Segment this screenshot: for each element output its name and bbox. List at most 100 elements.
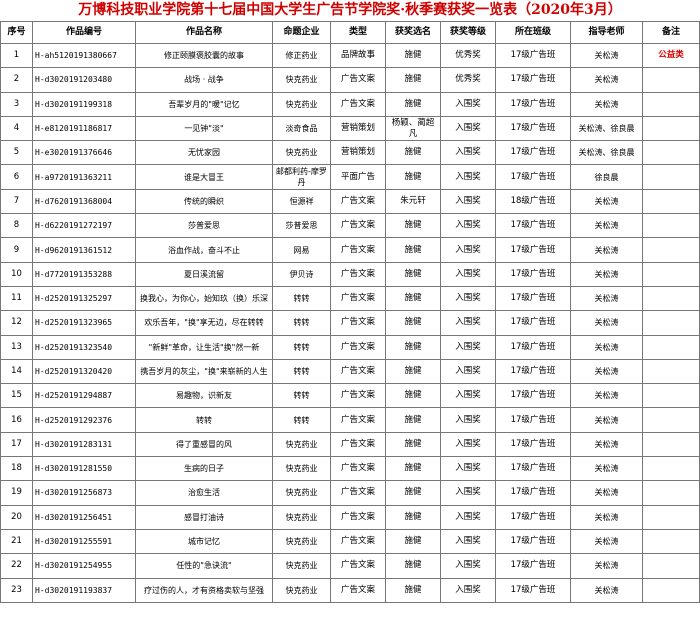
table-cell: 施健 [385,528,441,555]
table-cell: H-a9720191363211 [32,164,136,190]
table-cell: 入围奖 [440,188,496,215]
table-cell: 快克药业 [272,431,331,458]
table-cell: 18级广告班 [495,188,571,215]
table-cell: 施健 [385,140,441,166]
table-row: 22 H-d3020191254955 任性的"急诀流" 快克药业 广告文案 施健 入围奖 1… [0,553,700,579]
table-cell: 施健 [385,456,441,482]
table-cell: 关松涛 [570,334,643,360]
table-row: 8 H-d6220191272197 莎普爱思 莎普爱思 广告文案 施健 入围奖 17级广告班… [0,213,700,239]
table-cell: 关松涛 [570,261,643,287]
table-cell: 广告文案 [330,504,386,530]
table-cell: 伊贝诗 [272,261,331,287]
table-cell: 转转 [272,383,331,409]
table-cell: 22 [0,553,33,579]
table-cell: 关松涛 [570,504,643,530]
table-cell: 战场 · 战争 [135,67,273,93]
table-cell: 转转 [272,285,331,312]
table-cell: H-d2520191292376 [32,407,136,433]
table-cell: 广告文案 [330,213,386,239]
table-cell: 入围奖 [440,164,496,190]
table-row: 16 H-d2520191292376 转转 转转 广告文案 施健 入围奖 17级广告班 关松涛 [0,407,700,433]
table-cell: 施健 [385,42,441,69]
table-cell: 11 [0,285,33,312]
table-cell: 5 [0,140,33,166]
table-cell [642,334,700,360]
table-cell: 营销策划 [330,140,386,166]
table-cell: 17级广告班 [495,310,571,336]
table-cell: 入围奖 [440,261,496,287]
table-row: 5 H-e3020191376646 无忧家园 快克药业 营销策划 施健 入围奖 17级广告班… [0,140,700,166]
table-cell: 快克药业 [272,577,331,603]
table-cell: 18 [0,456,33,482]
table-cell: 入围奖 [440,504,496,530]
table-cell: 入围奖 [440,407,496,433]
table-cell: H-d7720191353288 [32,261,136,287]
table-row: 13 H-d2520191323540 "新鲜"革命，让生活"换"然一新 转转 广告文案… [0,334,700,360]
table-cell: 17级广告班 [495,407,571,433]
table-cell: 广告文案 [330,285,386,312]
table-cell: 广告文案 [330,407,386,433]
table-cell: 公益类 [642,42,700,69]
table-cell: 施健 [385,383,441,409]
table-cell: 6 [0,164,33,190]
table-cell: H-d3020191283131 [32,431,136,458]
table-cell: 广告文案 [330,456,386,482]
column-header: 作品编号 [32,21,136,44]
column-header: 获奖选名 [385,21,441,44]
table-cell: H-d2520191323965 [32,310,136,336]
table-cell: 广告文案 [330,480,386,506]
table-cell: 优秀奖 [440,42,496,69]
table-row: 20 H-d3020191256451 感冒打油诗 快克药业 广告文案 施健 入围奖 17级广… [0,504,700,530]
table-cell: 1 [0,42,33,69]
table-cell: 23 [0,577,33,603]
table-row: 18 H-d3020191281550 生病的日子 快克药业 广告文案 施健 入围奖 17级广… [0,456,700,482]
table-cell: 关松涛 [570,237,643,263]
table-cell: 转转 [272,407,331,433]
table-cell: 快克药业 [272,67,331,93]
table-cell: 入围奖 [440,334,496,360]
table-cell: 感冒打油诗 [135,504,273,530]
table-cell: H-d3020191281550 [32,456,136,482]
table-cell [642,310,700,336]
table-cell: 17级广告班 [495,140,571,166]
table-row: 21 H-d3020191255591 城市记忆 快克药业 广告文案 施健 入围奖 17级广告… [0,528,700,555]
table-cell: 生病的日子 [135,456,273,482]
table-cell: 携吾岁月的灰尘，"换"来崭新的人生 [135,358,273,385]
table-cell: 关松涛 [570,407,643,433]
table-cell: 施健 [385,334,441,360]
table-cell: 施健 [385,577,441,603]
table-cell: H-d2520191320420 [32,358,136,385]
table-cell: H-d3020191254955 [32,553,136,579]
table-cell: 转转 [272,310,331,336]
table-cell: 关松涛、徐良晨 [570,140,643,166]
table-cell: 莎普爱思 [135,213,273,239]
table-cell [642,480,700,506]
table-cell: 转转 [272,358,331,385]
table-cell: 广告文案 [330,528,386,555]
table-cell: 修正颐膜褒胶囊的故事 [135,42,273,69]
table-cell: 17级广告班 [495,42,571,69]
table-cell: 入围奖 [440,91,496,117]
table-cell [642,456,700,482]
table-cell: 入围奖 [440,285,496,312]
table-cell: 入围奖 [440,431,496,458]
table-cell: 17级广告班 [495,431,571,458]
table-cell: 施健 [385,358,441,385]
table-cell: H-ah5120191380667 [32,42,136,69]
table-cell: 入围奖 [440,383,496,409]
column-header: 作品名称 [135,21,273,44]
table-cell: 换我心，为你心，始知玖（换）乐深 [135,285,273,312]
table-cell: 17级广告班 [495,115,571,142]
table-cell: 关松涛 [570,358,643,385]
table-cell: 谁是大冒王 [135,164,273,190]
table-cell: 入围奖 [440,310,496,336]
table-cell: 施健 [385,285,441,312]
table-cell: 17级广告班 [495,261,571,287]
table-cell: H-d2520191323540 [32,334,136,360]
column-header: 命题企业 [272,21,331,44]
table-cell: H-d3020191193837 [32,577,136,603]
table-cell: 15 [0,383,33,409]
table-cell: 4 [0,115,33,142]
table-cell: 关松涛 [570,91,643,117]
